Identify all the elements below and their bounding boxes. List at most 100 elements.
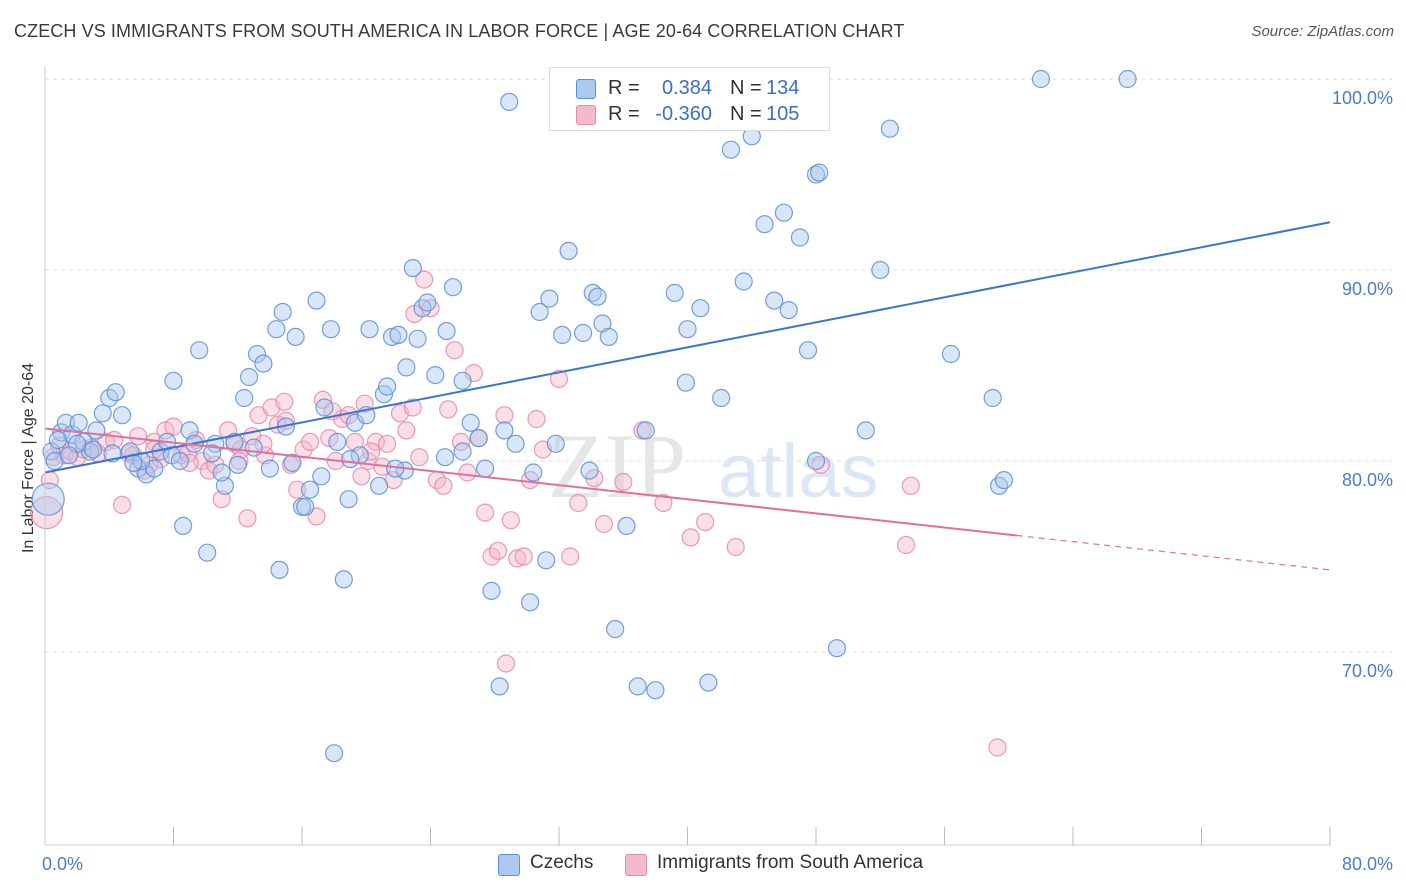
immigrants-point — [397, 421, 416, 440]
czechs-point — [506, 434, 525, 453]
immigrants-point — [410, 448, 429, 467]
immigrants-trend-line — [44, 427, 1017, 537]
legend-r-label: R = — [608, 103, 640, 125]
czechs-point — [490, 677, 509, 696]
immigrants-point — [569, 493, 588, 513]
czechs-point — [341, 450, 360, 469]
immigrants-point — [164, 417, 183, 436]
immigrants-point — [495, 406, 514, 425]
czechs-point — [267, 320, 286, 339]
legend-n-label: N = — [730, 103, 762, 125]
immigrants-point — [378, 434, 397, 453]
czechs-point — [810, 163, 829, 182]
czechs-point — [212, 463, 231, 482]
series-legend: Czechs Immigrants from South America — [0, 852, 1406, 878]
legend-n-value: 105 — [766, 103, 800, 125]
czechs-point — [941, 344, 961, 364]
watermark-zip: ZIP — [548, 415, 686, 517]
czechs-point — [636, 421, 655, 440]
czechs-point — [426, 366, 445, 385]
axes: 70.0% 80.0% 90.0% 100.0% 0.0% 80.0% — [42, 66, 1393, 874]
czechs-point — [599, 327, 618, 346]
legend-swatch-immigrants — [625, 854, 647, 876]
czechs-point — [360, 320, 379, 339]
czechs-point — [500, 92, 519, 112]
czechs-point — [413, 299, 432, 318]
immigrants-point — [681, 528, 700, 547]
immigrants-point — [439, 400, 458, 419]
czechs-point — [190, 341, 209, 360]
czechs-point — [559, 241, 578, 260]
immigrants-point — [345, 432, 365, 451]
legend-n-value: 134 — [766, 77, 800, 99]
czechs-point — [315, 398, 334, 417]
immigrants-point — [366, 432, 385, 451]
czechs-point — [691, 299, 710, 318]
czechs-point — [273, 302, 292, 322]
immigrants-point — [212, 490, 231, 509]
legend-label-immigrants: Immigrants from South America — [657, 852, 924, 873]
czechs-point — [983, 388, 1002, 408]
immigrants-point — [415, 270, 434, 289]
czechs-point — [235, 388, 254, 408]
czechs-point — [239, 367, 259, 387]
czechs-point — [300, 480, 320, 499]
immigrants-point — [434, 476, 453, 495]
czechs-point — [174, 516, 193, 536]
immigrants-point — [362, 442, 381, 461]
czechs-point — [283, 453, 302, 472]
czechs-point — [325, 744, 344, 763]
czechs-point — [779, 301, 798, 320]
czechs-point — [628, 677, 647, 696]
immigrants-point — [476, 503, 495, 522]
czechs-point — [994, 471, 1014, 490]
czechs-point — [712, 388, 731, 408]
czechs-point — [397, 358, 416, 377]
czechs-point — [665, 283, 684, 302]
immigrants-point — [726, 537, 745, 557]
legend-r-value: -0.360 — [655, 103, 712, 125]
czechs-point — [112, 406, 132, 425]
correlation-legend: R = 0.384 N = 134 R = -0.360 N = 105 — [549, 67, 830, 131]
czechs-point — [798, 341, 818, 360]
czechs-point — [546, 434, 565, 453]
legend-r-label: R = — [608, 77, 640, 99]
czechs-point — [435, 448, 455, 467]
czechs-point — [524, 463, 543, 482]
immigrants-point — [488, 541, 508, 560]
czechs-point — [755, 215, 774, 234]
immigrants-point — [514, 547, 533, 566]
czechs-point — [321, 320, 340, 339]
immigrants-point — [352, 467, 371, 486]
czechs-point — [370, 476, 389, 495]
czechs-point — [461, 413, 480, 432]
immigrants-point — [275, 392, 294, 411]
legend-row-immigrants: R = -0.360 N = 105 — [550, 100, 829, 128]
czechs-point — [93, 404, 112, 423]
legend-swatch-czechs — [576, 79, 596, 99]
y-tick-label: 100.0% — [1332, 88, 1393, 108]
czechs-point — [537, 551, 556, 570]
czechs-point — [553, 325, 572, 344]
czechs-point — [408, 329, 427, 348]
czechs-point — [296, 497, 315, 516]
czechs-point — [469, 429, 488, 448]
czechs-point — [806, 165, 826, 184]
legend-swatch-czechs — [498, 854, 520, 876]
czechs-point — [170, 451, 189, 471]
immigrants-point — [445, 341, 464, 360]
immigrants-point — [29, 495, 64, 530]
legend-r-value: 0.384 — [661, 77, 712, 99]
czechs-point — [164, 371, 183, 390]
czechs-point — [676, 373, 696, 392]
immigrants-point — [288, 480, 307, 499]
czechs-point — [530, 302, 549, 322]
czechs-point — [646, 681, 665, 700]
immigrants-point — [238, 509, 257, 528]
czechs-point — [180, 421, 199, 440]
czechs-point — [312, 467, 331, 486]
czechs-point — [106, 383, 125, 402]
czechs-point — [495, 421, 514, 440]
czechs-point — [69, 413, 88, 432]
